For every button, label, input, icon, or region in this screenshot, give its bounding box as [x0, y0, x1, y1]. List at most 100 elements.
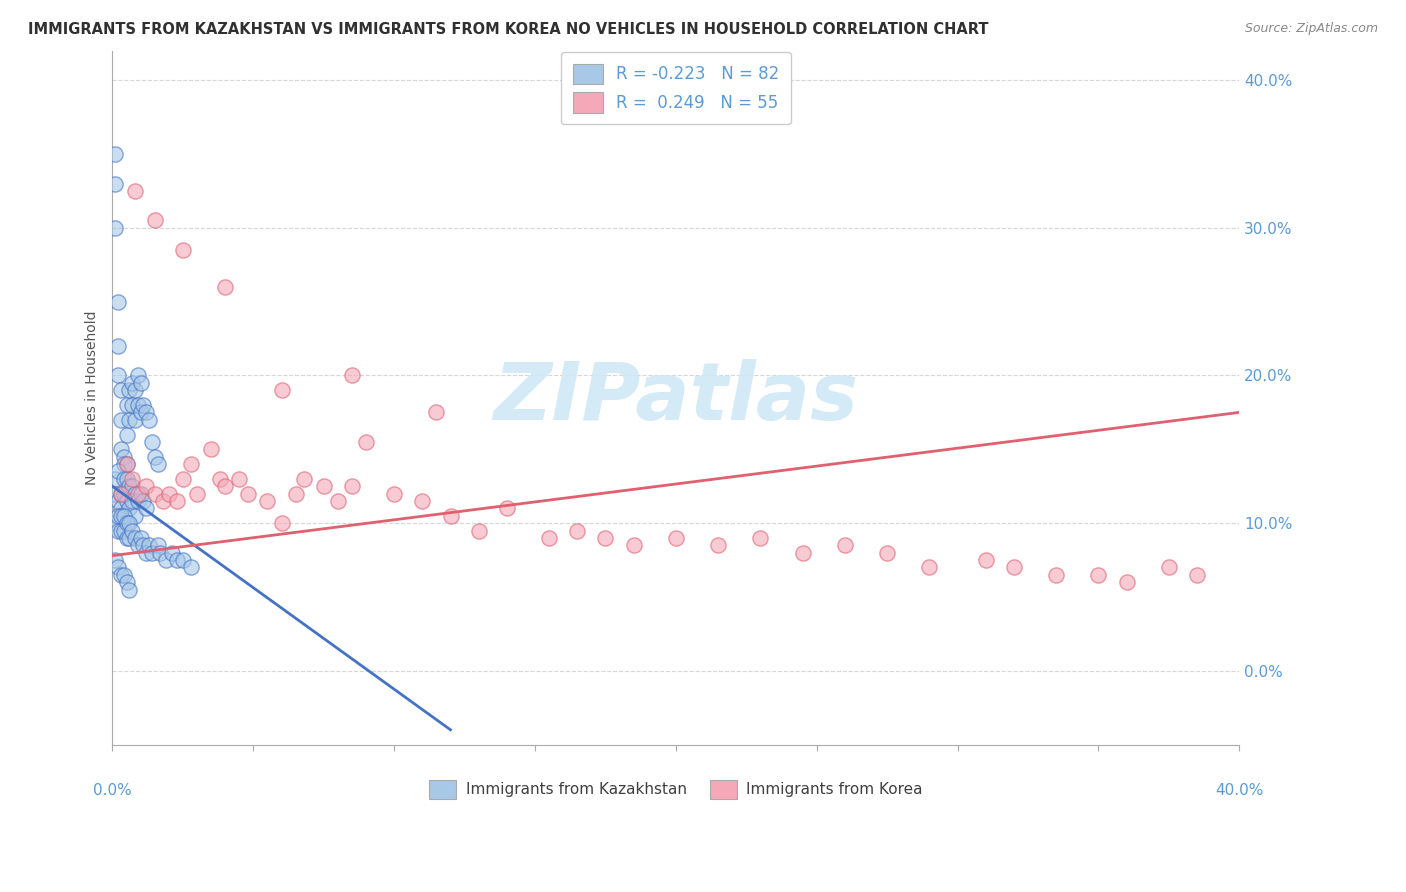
Point [160, 546, 183, 560]
Point [214, 479, 236, 493]
Point [129, 376, 152, 390]
Point [104, 472, 127, 486]
Point [104, 486, 127, 500]
Point [110, 501, 132, 516]
Point [467, 524, 489, 538]
Point [112, 472, 135, 486]
Point [1185, 567, 1208, 582]
Point [143, 486, 166, 500]
Point [118, 501, 141, 516]
Point [382, 486, 405, 500]
Point [172, 472, 194, 486]
Point [256, 494, 278, 508]
Point [132, 398, 155, 412]
Point [112, 450, 135, 464]
Point [834, 538, 856, 552]
Point [127, 486, 149, 500]
Point [425, 405, 447, 419]
Point [121, 376, 143, 390]
Point [1157, 560, 1180, 574]
Point [135, 479, 157, 493]
Point [112, 524, 135, 538]
Point [186, 486, 208, 500]
Point [495, 501, 517, 516]
Point [124, 508, 146, 523]
Point [129, 531, 152, 545]
Point [157, 486, 180, 500]
Legend: Immigrants from Kazakhstan, Immigrants from Korea: Immigrants from Kazakhstan, Immigrants f… [422, 772, 931, 806]
Point [918, 560, 941, 574]
Point [214, 280, 236, 294]
Point [115, 516, 138, 530]
Point [118, 516, 141, 530]
Point [124, 531, 146, 545]
Point [143, 450, 166, 464]
Point [118, 413, 141, 427]
Text: Source: ZipAtlas.com: Source: ZipAtlas.com [1244, 22, 1378, 36]
Point [180, 560, 202, 574]
Point [118, 479, 141, 493]
Point [1045, 567, 1067, 582]
Point [1002, 560, 1025, 574]
Point [180, 457, 202, 471]
Point [112, 508, 135, 523]
Point [538, 531, 561, 545]
Point [127, 398, 149, 412]
Point [115, 457, 138, 471]
Text: ZIPatlas: ZIPatlas [494, 359, 858, 437]
Point [124, 384, 146, 398]
Point [141, 546, 163, 560]
Point [115, 427, 138, 442]
Point [124, 184, 146, 198]
Point [354, 434, 377, 449]
Point [107, 465, 129, 479]
Point [166, 494, 188, 508]
Point [104, 516, 127, 530]
Point [155, 553, 177, 567]
Point [1115, 575, 1137, 590]
Point [340, 479, 363, 493]
Point [110, 384, 132, 398]
Point [107, 560, 129, 574]
Point [118, 531, 141, 545]
Point [124, 413, 146, 427]
Point [110, 524, 132, 538]
Y-axis label: No Vehicles in Household: No Vehicles in Household [86, 310, 100, 485]
Point [115, 494, 138, 508]
Point [115, 457, 138, 471]
Point [146, 538, 169, 552]
Point [138, 413, 160, 427]
Point [104, 220, 127, 235]
Point [567, 524, 589, 538]
Point [172, 553, 194, 567]
Point [792, 546, 814, 560]
Point [292, 472, 315, 486]
Point [623, 538, 645, 552]
Point [749, 531, 772, 545]
Point [110, 567, 132, 582]
Point [110, 413, 132, 427]
Point [707, 538, 730, 552]
Text: 40.0%: 40.0% [1215, 783, 1264, 798]
Point [112, 567, 135, 582]
Point [166, 553, 188, 567]
Point [146, 457, 169, 471]
Point [112, 486, 135, 500]
Point [228, 472, 250, 486]
Point [110, 442, 132, 457]
Point [115, 398, 138, 412]
Point [312, 479, 335, 493]
Point [121, 398, 143, 412]
Point [270, 516, 292, 530]
Point [284, 486, 307, 500]
Point [124, 486, 146, 500]
Point [115, 472, 138, 486]
Point [135, 546, 157, 560]
Point [270, 384, 292, 398]
Point [110, 486, 132, 500]
Point [107, 494, 129, 508]
Point [112, 457, 135, 471]
Point [121, 494, 143, 508]
Point [129, 405, 152, 419]
Point [118, 582, 141, 597]
